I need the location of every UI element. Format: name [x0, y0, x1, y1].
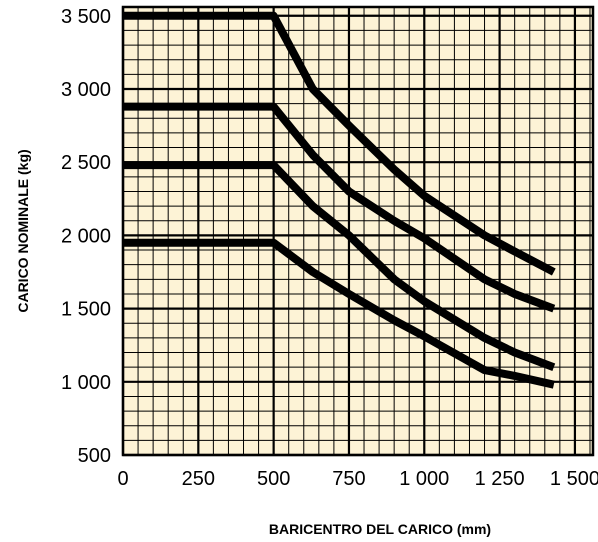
y-tick-label: 1 000 — [61, 372, 111, 394]
y-tick-label: 1 500 — [61, 299, 111, 321]
load-curve-2 — [123, 102, 556, 313]
plot-border — [121, 5, 595, 457]
y-tick-label: 3 000 — [61, 79, 111, 101]
y-tick-label: 3 500 — [61, 6, 111, 28]
x-axis-title: BARICENTRO DEL CARICO (mm) — [269, 521, 491, 537]
y-tick-label: 500 — [78, 445, 111, 467]
y-tick-label: 2 000 — [61, 225, 111, 247]
x-tick-label: 750 — [332, 468, 365, 490]
x-tick-label: 500 — [257, 468, 290, 490]
y-tick-label: 2 500 — [61, 152, 111, 174]
x-tick-label: 1 250 — [475, 468, 525, 490]
x-tick-label: 1 000 — [399, 468, 449, 490]
y-tick-labels: 500 1 000 1 500 2 000 2 500 3 000 3 500 — [61, 6, 111, 467]
load-curve-1 — [123, 11, 556, 276]
y-axis-title: CARICO NOMINALE (kg) — [15, 149, 31, 312]
x-tick-labels: 0 250 500 750 1 000 1 250 1 500 — [117, 468, 598, 490]
x-tick-label: 250 — [182, 468, 215, 490]
x-tick-label: 1 500 — [550, 468, 598, 490]
load-curve-4 — [123, 238, 555, 389]
curves — [123, 11, 556, 389]
load-curve-3 — [123, 161, 556, 371]
x-tick-label: 0 — [117, 468, 128, 490]
